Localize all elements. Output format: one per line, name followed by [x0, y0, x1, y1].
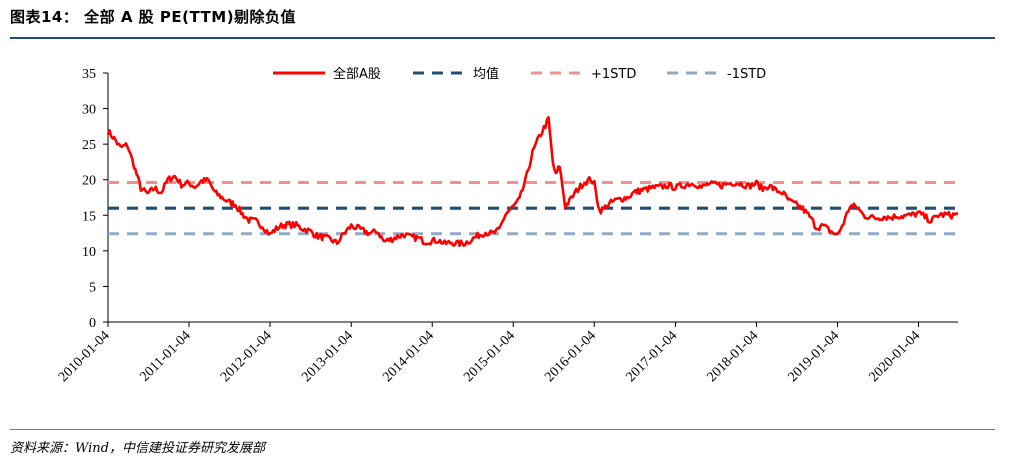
x-tick-label: 2016-01-04 — [542, 328, 599, 385]
x-tick-label: 2011-01-04 — [137, 328, 193, 384]
x-tick-label: 2017-01-04 — [624, 328, 681, 385]
chart-title: 图表14： 全部 A 股 PE(TTM)剔除负值 — [10, 8, 297, 26]
y-tick-label: 5 — [89, 280, 96, 295]
legend-label-3: -1STD — [727, 67, 766, 82]
x-tick-label: 2020-01-04 — [867, 328, 924, 385]
footer-divider — [10, 429, 995, 430]
title-divider — [10, 37, 995, 39]
source-note: 资料来源：Wind，中信建投证券研究发展部 — [10, 441, 265, 456]
x-tick-label: 2018-01-04 — [705, 328, 762, 385]
x-tick-label: 2014-01-04 — [380, 328, 437, 385]
legend-label-0: 全部A股 — [333, 66, 381, 82]
y-tick-label: 10 — [82, 245, 96, 260]
x-tick-label: 2012-01-04 — [218, 328, 275, 385]
x-tick-label: 2019-01-04 — [786, 328, 843, 385]
series-line-all-a-shares — [106, 116, 959, 248]
y-tick-label: 35 — [82, 67, 96, 82]
y-tick-label: 15 — [82, 209, 96, 224]
x-tick-label: 2013-01-04 — [299, 328, 356, 385]
y-tick-label: 30 — [82, 103, 96, 118]
legend-label-1: 均值 — [473, 66, 499, 82]
y-tick-label: 0 — [89, 316, 96, 331]
y-tick-label: 20 — [82, 174, 96, 189]
x-tick-label: 2015-01-04 — [461, 328, 518, 385]
y-tick-label: 25 — [82, 138, 96, 153]
x-tick-label: 2010-01-04 — [56, 328, 113, 385]
legend-label-2: +1STD — [591, 67, 636, 82]
